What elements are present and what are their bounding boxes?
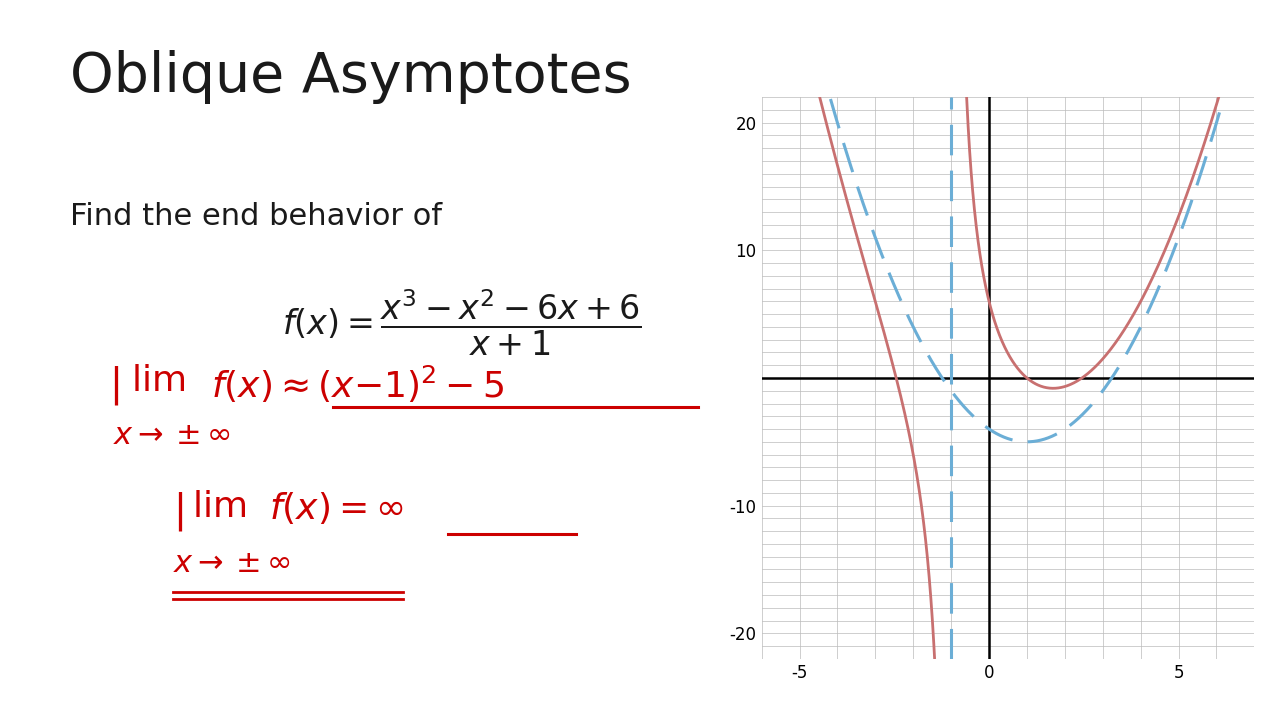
Text: Find the end behavior of: Find the end behavior of <box>70 202 443 230</box>
Text: $x \to \pm\infty$: $x \to \pm\infty$ <box>173 549 291 577</box>
Text: $|$: $|$ <box>173 490 183 533</box>
Text: $|$: $|$ <box>109 364 119 407</box>
Text: $x \to \pm\infty$: $x \to \pm\infty$ <box>113 421 230 450</box>
Text: $\lim$: $\lim$ <box>192 490 246 523</box>
Text: $\lim$: $\lim$ <box>131 364 184 397</box>
Text: Oblique Asymptotes: Oblique Asymptotes <box>70 50 632 104</box>
Text: $f(x) \approx (x{-}1)^2 - 5$: $f(x) \approx (x{-}1)^2 - 5$ <box>211 364 504 405</box>
Text: $f(x) = \infty$: $f(x) = \infty$ <box>269 490 403 526</box>
Text: $f(x) = \dfrac{x^3 - x^2 - 6x + 6}{x + 1}$: $f(x) = \dfrac{x^3 - x^2 - 6x + 6}{x + 1… <box>282 288 641 359</box>
